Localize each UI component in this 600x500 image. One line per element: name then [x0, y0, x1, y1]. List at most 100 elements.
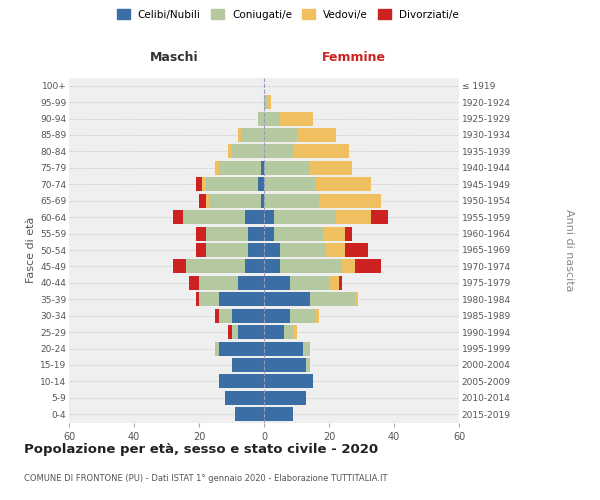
Bar: [310, 161, 352, 175]
Bar: [205, 226, 248, 240]
Bar: [228, 325, 232, 339]
Bar: [199, 292, 218, 306]
Bar: [261, 194, 264, 207]
Legend: Celibi/Nubili, Coniugati/e, Vedovi/e, Divorziati/e: Celibi/Nubili, Coniugati/e, Vedovi/e, Di…: [113, 5, 463, 24]
Bar: [245, 260, 264, 274]
Bar: [205, 243, 248, 257]
Bar: [225, 391, 264, 405]
Bar: [232, 325, 238, 339]
Bar: [264, 194, 319, 207]
Bar: [303, 342, 310, 355]
Bar: [306, 358, 310, 372]
Bar: [218, 342, 264, 355]
Bar: [218, 308, 232, 322]
Bar: [267, 95, 271, 109]
Bar: [238, 325, 264, 339]
Bar: [196, 292, 199, 306]
Bar: [326, 243, 345, 257]
Bar: [228, 144, 232, 158]
Bar: [232, 308, 264, 322]
Bar: [264, 144, 293, 158]
Bar: [238, 276, 264, 290]
Bar: [264, 408, 293, 422]
Bar: [264, 342, 303, 355]
Bar: [196, 226, 205, 240]
Y-axis label: Fasce di età: Fasce di età: [26, 217, 36, 283]
Bar: [205, 178, 257, 192]
Bar: [264, 391, 306, 405]
Bar: [183, 210, 245, 224]
Bar: [264, 276, 290, 290]
Bar: [319, 194, 381, 207]
Bar: [218, 161, 261, 175]
Bar: [371, 210, 388, 224]
Bar: [218, 292, 264, 306]
Bar: [342, 260, 355, 274]
Bar: [186, 260, 245, 274]
Bar: [310, 292, 355, 306]
Bar: [335, 210, 371, 224]
Text: COMUNE DI FRONTONE (PU) - Dati ISTAT 1° gennaio 2020 - Elaborazione TUTTITALIA.I: COMUNE DI FRONTONE (PU) - Dati ISTAT 1° …: [24, 474, 388, 483]
Bar: [241, 128, 264, 142]
Bar: [196, 178, 202, 192]
Bar: [345, 226, 352, 240]
Bar: [264, 161, 310, 175]
Bar: [202, 178, 205, 192]
Bar: [345, 243, 368, 257]
Bar: [293, 144, 349, 158]
Bar: [264, 260, 280, 274]
Bar: [189, 276, 199, 290]
Bar: [238, 128, 241, 142]
Bar: [280, 243, 326, 257]
Bar: [264, 128, 296, 142]
Bar: [218, 374, 264, 388]
Bar: [264, 226, 274, 240]
Bar: [205, 194, 209, 207]
Bar: [199, 194, 205, 207]
Text: Femmine: Femmine: [322, 50, 386, 64]
Bar: [296, 128, 335, 142]
Bar: [235, 408, 264, 422]
Bar: [209, 194, 261, 207]
Bar: [232, 144, 264, 158]
Bar: [215, 342, 218, 355]
Bar: [248, 226, 264, 240]
Bar: [257, 178, 264, 192]
Bar: [264, 292, 310, 306]
Text: Popolazione per età, sesso e stato civile - 2020: Popolazione per età, sesso e stato civil…: [24, 442, 378, 456]
Bar: [274, 210, 335, 224]
Bar: [232, 358, 264, 372]
Bar: [280, 112, 313, 126]
Bar: [264, 358, 306, 372]
Bar: [196, 243, 205, 257]
Bar: [264, 325, 284, 339]
Bar: [215, 161, 218, 175]
Bar: [339, 276, 342, 290]
Bar: [245, 210, 264, 224]
Bar: [316, 308, 319, 322]
Bar: [261, 161, 264, 175]
Bar: [173, 210, 183, 224]
Bar: [329, 276, 339, 290]
Bar: [323, 226, 345, 240]
Bar: [280, 260, 342, 274]
Bar: [355, 260, 381, 274]
Bar: [264, 112, 280, 126]
Bar: [290, 276, 329, 290]
Bar: [215, 308, 218, 322]
Bar: [173, 260, 186, 274]
Bar: [293, 325, 296, 339]
Bar: [199, 276, 238, 290]
Bar: [355, 292, 358, 306]
Bar: [264, 243, 280, 257]
Bar: [257, 112, 264, 126]
Bar: [284, 325, 293, 339]
Bar: [264, 95, 267, 109]
Text: Maschi: Maschi: [150, 50, 199, 64]
Bar: [274, 226, 323, 240]
Bar: [316, 178, 371, 192]
Bar: [264, 178, 316, 192]
Bar: [264, 308, 290, 322]
Bar: [248, 243, 264, 257]
Bar: [264, 210, 274, 224]
